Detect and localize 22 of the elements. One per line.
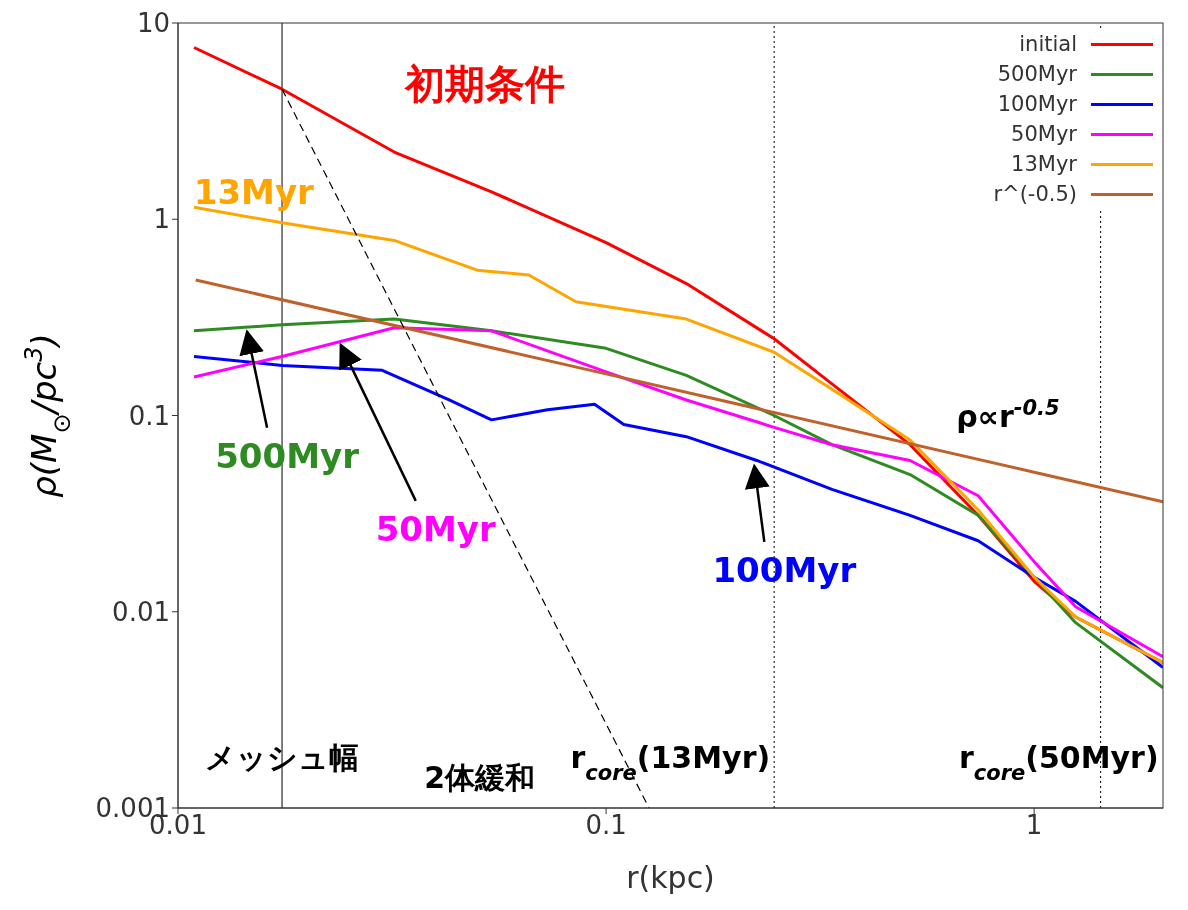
annotation: メッシュ幅 [205,739,360,775]
annotation: 2体緩和 [424,760,536,796]
legend-label: initial [1019,32,1077,56]
legend-label: 500Myr [997,62,1077,86]
y-tick-label: 1 [153,204,170,235]
x-tick-label: 1 [1025,810,1043,841]
annotation: 初期条件 [402,60,565,107]
annotation: 100Myr [712,549,857,590]
x-axis-title: r(kpc) [626,860,715,895]
annotation: 50Myr [375,508,497,549]
annotation: r$_{core}$(50Myr) [958,739,1159,785]
legend-label: 13Myr [1011,152,1077,176]
x-tick-label: 0.1 [585,810,627,841]
y-tick-label: 10 [136,8,170,39]
legend-label: 50Myr [1011,122,1077,146]
annotation: ρ∝r$^{-0.5}$ [956,396,1060,435]
y-tick-label: 0.01 [112,596,170,627]
annotation: 13Myr [193,171,315,212]
legend-label: r^(-0.5) [993,182,1077,206]
y-tick-label: 0.1 [128,400,170,431]
annotation: r$_{core}$(13Myr) [570,739,771,785]
legend-label: 100Myr [997,92,1077,116]
